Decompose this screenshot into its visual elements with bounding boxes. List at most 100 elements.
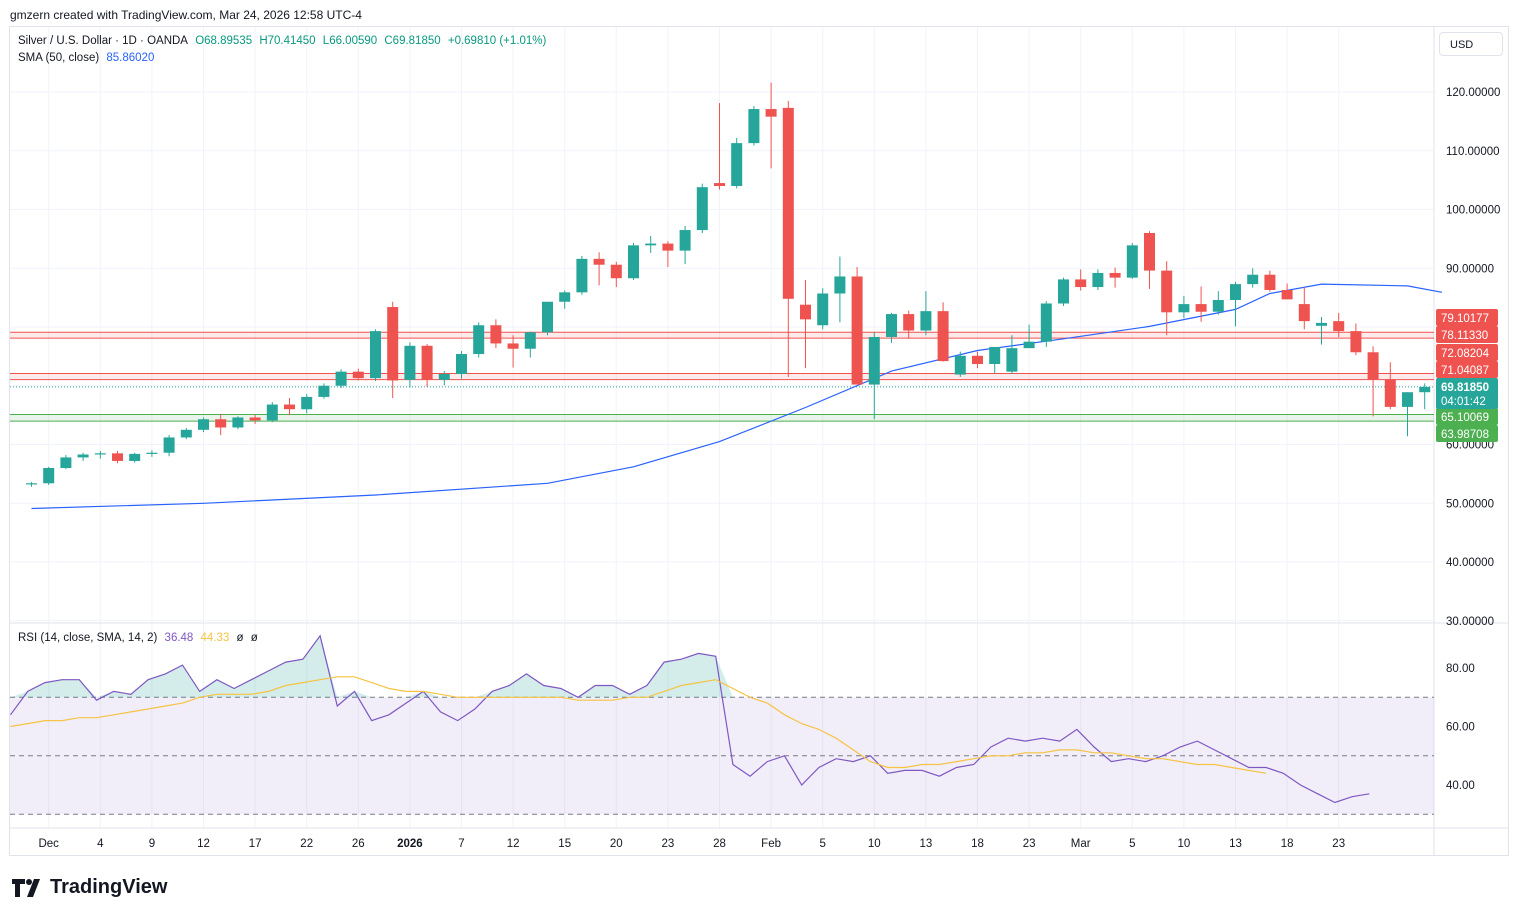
candle-body	[1144, 233, 1155, 271]
time-axis-tick: 10	[868, 838, 881, 850]
rsi-extra-1: ø	[236, 632, 244, 644]
tradingview-logo[interactable]: TradingView	[12, 876, 167, 899]
candle-body	[954, 355, 966, 375]
rsi-overbought-fill	[10, 635, 1370, 698]
time-axis-tick: 2026	[397, 838, 423, 850]
candle-body	[1367, 352, 1379, 380]
candle-body	[610, 264, 622, 279]
candle-body	[1126, 245, 1138, 278]
candle-body	[1212, 299, 1224, 312]
rsi-extra-2: ø	[250, 632, 258, 644]
price-axis-tick: 90.00000	[1446, 263, 1494, 275]
tradingview-logo-icon	[12, 878, 40, 897]
price-level-tag	[1436, 344, 1498, 361]
candle-body	[490, 325, 502, 344]
rsi-sma-value: 44.33	[200, 632, 230, 644]
time-axis-tick: 12	[507, 838, 520, 850]
time-axis-tick: 15	[558, 838, 571, 850]
time-axis-tick: Feb	[761, 838, 781, 850]
candle-body	[1178, 304, 1190, 313]
time-axis-tick: 18	[971, 838, 984, 850]
candle-body	[524, 332, 536, 349]
candle-body	[696, 187, 708, 231]
candle-body	[180, 429, 192, 438]
price-legend: Silver / U.S. Dollar · 1D · OANDA O68.89…	[18, 35, 550, 47]
candle-body	[1006, 348, 1018, 372]
time-axis-tick: 10	[1178, 838, 1191, 850]
time-axis-tick: 23	[1023, 838, 1036, 850]
price-level-tag	[1436, 326, 1498, 343]
candle-body	[129, 453, 141, 461]
candle-body	[473, 325, 485, 355]
candle-body	[1230, 284, 1241, 300]
time-axis-tick: 23	[1332, 838, 1345, 850]
candle-body	[886, 314, 897, 337]
candle-body	[232, 417, 244, 428]
candle-body	[542, 301, 553, 333]
price-level-tag	[1436, 408, 1498, 425]
candle-body	[249, 417, 261, 421]
candle-body	[782, 107, 794, 299]
candle-body	[1247, 274, 1259, 285]
price-level-tag	[1436, 361, 1498, 378]
chart-frame	[9, 26, 1509, 856]
currency-selector[interactable]: USD	[1439, 32, 1503, 56]
sma-legend: SMA (50, close) 85.86020	[18, 52, 158, 64]
price-axis-tick: 120.00000	[1446, 87, 1500, 99]
rsi-axis-tick: 60.00	[1446, 722, 1475, 734]
candle-body	[266, 404, 278, 421]
candle-body	[765, 109, 777, 117]
time-axis-tick: 13	[1229, 838, 1242, 850]
candle-body	[679, 230, 691, 251]
candle-body	[1316, 322, 1327, 326]
candle-body	[94, 453, 106, 455]
candle-body	[1092, 272, 1104, 288]
close-value: C69.81850	[384, 35, 441, 47]
candle-body	[1419, 386, 1431, 393]
price-axis-tick: 110.00000	[1446, 146, 1500, 158]
time-axis-tick: 7	[458, 838, 464, 850]
chart-credit: gmzern created with TradingView.com, Mar…	[10, 8, 362, 22]
price-axis-tick: 30.00000	[1446, 616, 1494, 628]
candle-body	[1058, 279, 1069, 304]
time-axis-tick: 17	[249, 838, 262, 850]
high-value: H70.41450	[259, 35, 316, 47]
time-axis-tick: 20	[610, 838, 623, 850]
candle-body	[714, 183, 725, 186]
rsi-sma-line	[10, 676, 1267, 774]
candle-body	[1281, 289, 1293, 300]
candle-body	[1298, 304, 1310, 322]
price-level-tag-label: 63.98708	[1441, 429, 1489, 441]
price-axis-tick: 50.00000	[1446, 498, 1494, 510]
time-axis-tick: 23	[662, 838, 675, 850]
time-axis-tick: 28	[713, 838, 726, 850]
candle-body	[387, 307, 399, 381]
candle-body	[507, 343, 519, 349]
sma-label[interactable]: SMA (50, close)	[18, 52, 100, 64]
candle-body	[1161, 270, 1173, 313]
time-axis-tick: 5	[819, 838, 825, 850]
candle-body	[1075, 279, 1087, 288]
resistance-zone-upper	[10, 332, 1434, 339]
candle-body	[215, 419, 227, 428]
price-level-tag-label: 71.04087	[1441, 365, 1489, 377]
candle-body	[146, 452, 158, 454]
symbol-label[interactable]: Silver / U.S. Dollar · 1D · OANDA	[18, 35, 188, 47]
rsi-label[interactable]: RSI (14, close, SMA, 14, 2)	[18, 632, 158, 644]
candle-body	[559, 292, 571, 302]
candle-body	[972, 355, 983, 365]
candle-body	[989, 346, 1001, 365]
price-axis-tick: 60.00000	[1446, 440, 1494, 452]
price-level-tag-label: 78.11330	[1441, 330, 1488, 342]
price-level-tag	[1436, 425, 1498, 442]
price-axis-tick: 100.00000	[1446, 205, 1500, 217]
candle-body	[937, 311, 949, 362]
candle-body	[60, 457, 72, 468]
candle-body	[404, 345, 416, 380]
rsi-axis-tick: 80.00	[1446, 663, 1475, 675]
brand-name: TradingView	[50, 876, 168, 898]
candle-body	[1350, 331, 1362, 353]
candle-body	[903, 314, 915, 331]
rsi-legend: RSI (14, close, SMA, 14, 2) 36.48 44.33 …	[18, 632, 262, 644]
